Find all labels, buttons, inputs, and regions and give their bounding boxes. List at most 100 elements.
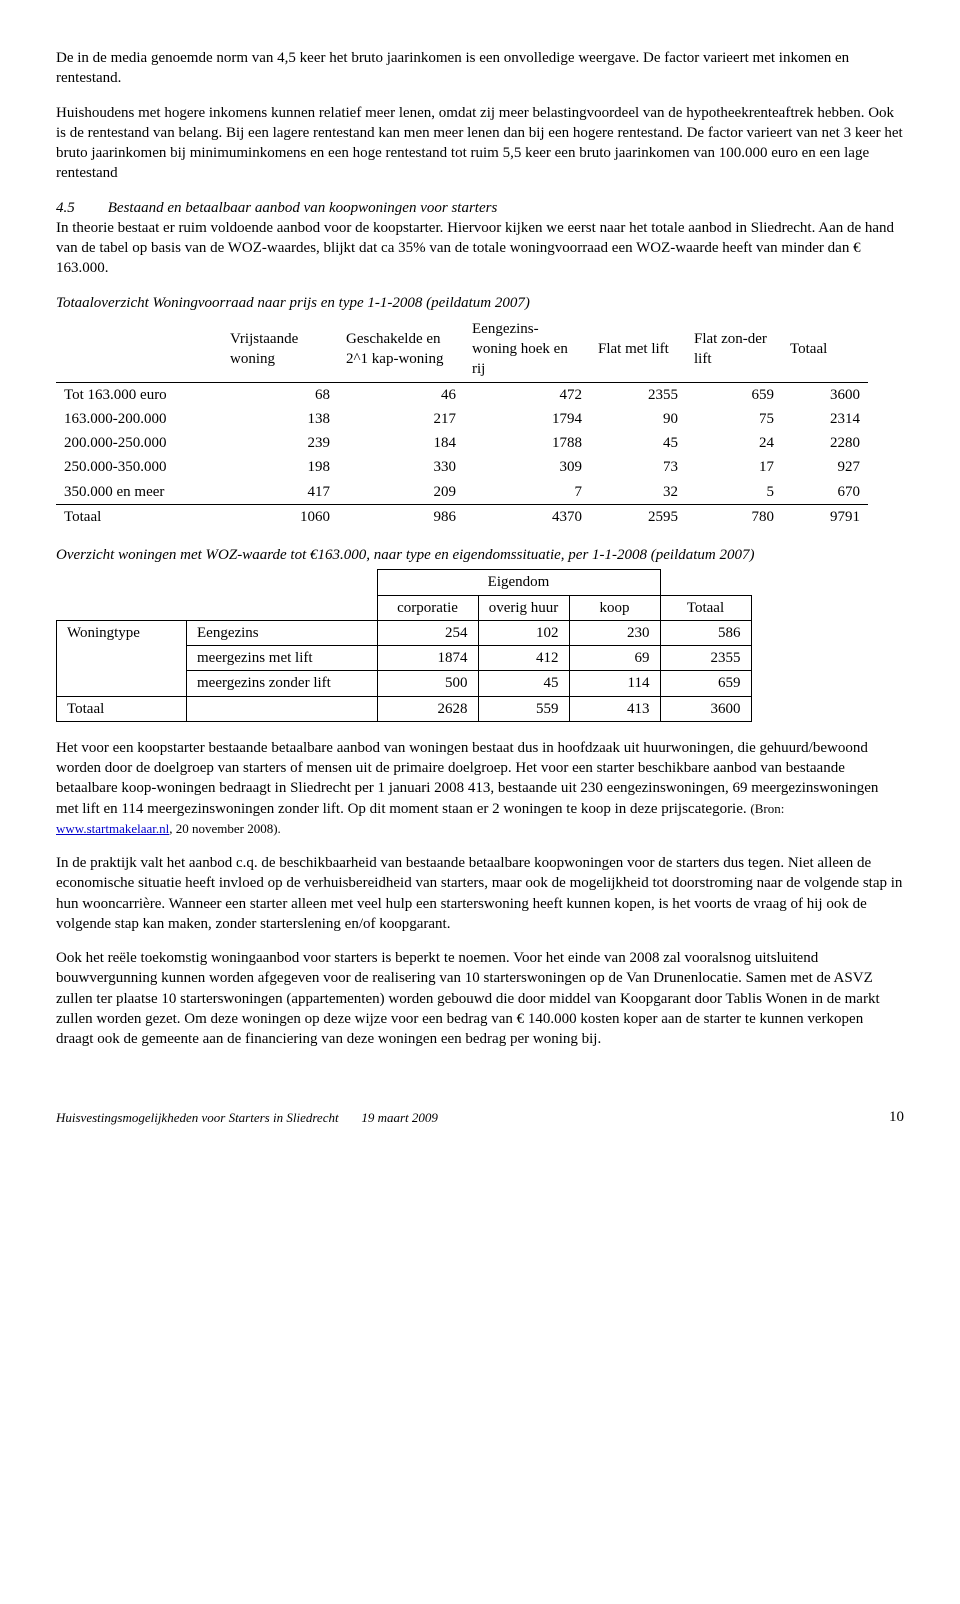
cell: 986 <box>338 504 464 529</box>
cell: 200.000-250.000 <box>56 431 222 455</box>
cell: 138 <box>222 407 338 431</box>
page-number: 10 <box>889 1107 904 1127</box>
cell: 927 <box>782 455 868 479</box>
page-footer: Huisvestingsmogelijkheden voor Starters … <box>56 1109 904 1127</box>
table-row: 200.000-250.000239184178845242280 <box>56 431 868 455</box>
paragraph: In theorie bestaat er ruim voldoende aan… <box>56 220 894 277</box>
cell: 2355 <box>660 646 751 671</box>
col-header: corporatie <box>377 595 478 620</box>
row-group-header: Woningtype <box>57 620 187 696</box>
cell: 250.000-350.000 <box>56 455 222 479</box>
cell: 73 <box>590 455 686 479</box>
table-woningvoorraad: Vrijstaande woning Geschakelde en 2^1 ka… <box>56 317 868 529</box>
cell: 472 <box>464 382 590 407</box>
cell: 3600 <box>660 696 751 721</box>
cell: 184 <box>338 431 464 455</box>
cell: 780 <box>686 504 782 529</box>
table-row: Eigendom <box>57 570 752 595</box>
col-header: overig huur <box>478 595 569 620</box>
cell: 659 <box>660 671 751 696</box>
paragraph: Ook het reële toekomstig woningaanbod vo… <box>56 948 904 1049</box>
cell: 2280 <box>782 431 868 455</box>
cell: 46 <box>338 382 464 407</box>
col-header: Flat zon-der lift <box>686 317 782 382</box>
col-header: Totaal <box>782 317 868 382</box>
cell: 102 <box>478 620 569 645</box>
table-row: 250.000-350.0001983303097317927 <box>56 455 868 479</box>
cell: 309 <box>464 455 590 479</box>
cell: 1060 <box>222 504 338 529</box>
cell: 7 <box>464 480 590 505</box>
footer-title: Huisvestingsmogelijkheden voor Starters … <box>56 1110 339 1125</box>
cell: 209 <box>338 480 464 505</box>
cell: 69 <box>569 646 660 671</box>
cell: 330 <box>338 455 464 479</box>
cell <box>187 696 378 721</box>
cell: 2355 <box>590 382 686 407</box>
cell: 1794 <box>464 407 590 431</box>
cell: 413 <box>569 696 660 721</box>
paragraph: De in de media genoemde norm van 4,5 kee… <box>56 48 904 89</box>
cell: 586 <box>660 620 751 645</box>
cell: 5 <box>686 480 782 505</box>
cell: 1874 <box>377 646 478 671</box>
text: , 20 november 2008). <box>169 821 281 836</box>
col-header: Flat met lift <box>590 317 686 382</box>
cell: 2628 <box>377 696 478 721</box>
col-header: Vrijstaande woning <box>222 317 338 382</box>
table-header-row: Vrijstaande woning Geschakelde en 2^1 ka… <box>56 317 868 382</box>
cell: 114 <box>569 671 660 696</box>
table-eigendom: Eigendom corporatie overig huur koop Tot… <box>56 569 752 722</box>
table-caption: Overzicht woningen met WOZ-waarde tot €1… <box>56 545 904 565</box>
cell: 2314 <box>782 407 868 431</box>
section-heading: 4.5 Bestaand en betaalbaar aanbod van ko… <box>56 198 904 279</box>
cell: 659 <box>686 382 782 407</box>
section-number: 4.5 <box>56 198 104 218</box>
cell: meergezins met lift <box>187 646 378 671</box>
cell: 3600 <box>782 382 868 407</box>
row-header: Totaal <box>57 696 187 721</box>
paragraph: Het voor een koopstarter bestaande betaa… <box>56 738 904 839</box>
col-header: Geschakelde en 2^1 kap-woning <box>338 317 464 382</box>
table-row: corporatie overig huur koop Totaal <box>57 595 752 620</box>
cell: 68 <box>222 382 338 407</box>
text: (Bron: <box>750 801 784 816</box>
cell: 17 <box>686 455 782 479</box>
cell: 2595 <box>590 504 686 529</box>
table-row: Woningtype Eengezins 254 102 230 586 <box>57 620 752 645</box>
footer-date: 19 maart 2009 <box>361 1110 438 1125</box>
cell: 500 <box>377 671 478 696</box>
cell: 45 <box>478 671 569 696</box>
cell: Eengezins <box>187 620 378 645</box>
cell: 1788 <box>464 431 590 455</box>
paragraph: Huishoudens met hogere inkomens kunnen r… <box>56 103 904 184</box>
cell: 254 <box>377 620 478 645</box>
cell: 9791 <box>782 504 868 529</box>
table-total-row: Totaal1060986437025957809791 <box>56 504 868 529</box>
paragraph: In de praktijk valt het aanbod c.q. de b… <box>56 853 904 934</box>
cell: Totaal <box>56 504 222 529</box>
cell: 4370 <box>464 504 590 529</box>
col-header: Eengezins-woning hoek en rij <box>464 317 590 382</box>
cell: 198 <box>222 455 338 479</box>
cell: 350.000 en meer <box>56 480 222 505</box>
table-row: 350.000 en meer4172097325670 <box>56 480 868 505</box>
table-caption: Totaaloverzicht Woningvoorraad naar prij… <box>56 293 904 313</box>
col-header: koop <box>569 595 660 620</box>
cell: meergezins zonder lift <box>187 671 378 696</box>
cell: 559 <box>478 696 569 721</box>
table-row: 163.000-200.000138217179490752314 <box>56 407 868 431</box>
table-row: Tot 163.000 euro684647223556593600 <box>56 382 868 407</box>
cell: 75 <box>686 407 782 431</box>
cell: 24 <box>686 431 782 455</box>
cell: 45 <box>590 431 686 455</box>
source-link[interactable]: www.startmakelaar.nl <box>56 821 169 836</box>
cell: 32 <box>590 480 686 505</box>
cell: 217 <box>338 407 464 431</box>
section-title: Bestaand en betaalbaar aanbod van koopwo… <box>108 200 498 216</box>
cell: 670 <box>782 480 868 505</box>
cell: 90 <box>590 407 686 431</box>
cell: 239 <box>222 431 338 455</box>
cell: 163.000-200.000 <box>56 407 222 431</box>
table-total-row: Totaal 2628 559 413 3600 <box>57 696 752 721</box>
